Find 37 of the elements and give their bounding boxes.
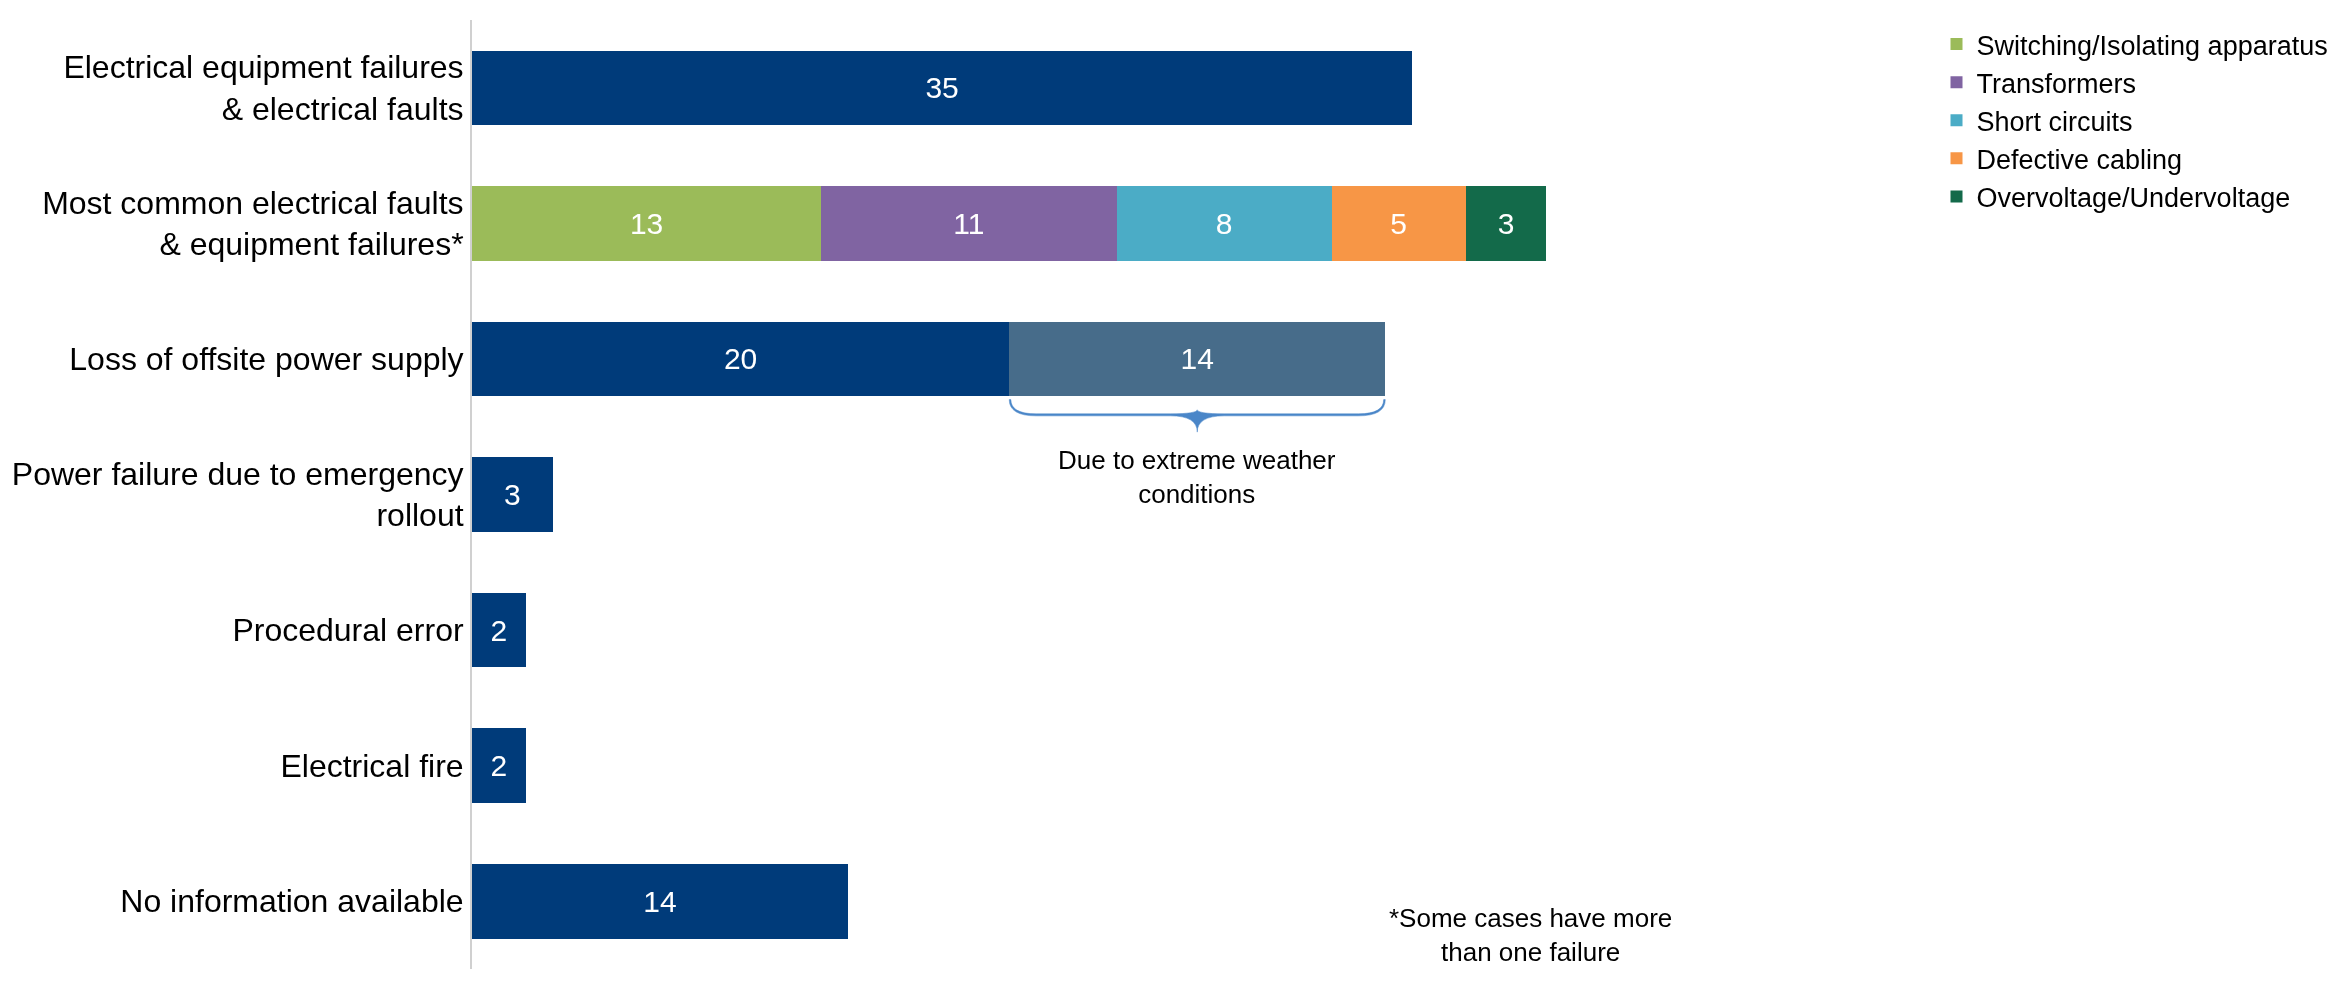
y-tick-label: Electrical fire [280, 747, 464, 784]
data-label: 13 [629, 206, 664, 240]
bar [472, 592, 526, 668]
bar [821, 186, 1117, 261]
y-tick-label: Electrical equipment failures & electrical faults [63, 49, 464, 127]
bar [472, 728, 526, 803]
y-tick-label: Most common electrical faults & equipment failures* [42, 184, 464, 263]
legend-label: Transformers [1976, 68, 2137, 99]
data-label: 14 [643, 884, 677, 918]
data-label: 2 [490, 613, 508, 647]
bar [472, 457, 553, 532]
legend-label: Switching/Isolating apparatus [1976, 30, 2328, 61]
data-label: 2 [490, 749, 508, 783]
bar [1116, 186, 1332, 261]
annotation: *Some cases have more than one failure [1389, 903, 1673, 967]
legend-label: Short circuits [1976, 106, 2133, 137]
data-label: 5 [1390, 206, 1408, 240]
y-tick-label: Loss of offsite power supply [69, 341, 464, 378]
bar [472, 863, 849, 939]
y-tick-label: No information available [120, 883, 464, 920]
data-label: 3 [503, 478, 521, 511]
data-label: 11 [953, 206, 985, 240]
bar [1331, 186, 1466, 261]
data-label: 20 [723, 342, 758, 376]
bar [1465, 186, 1547, 261]
data-label: 14 [1180, 342, 1214, 376]
bar [472, 186, 822, 261]
bar [472, 50, 1413, 126]
data-label: 35 [925, 71, 959, 105]
legend-label: Defective cabling [1976, 144, 2183, 175]
data-label: 3 [1497, 206, 1515, 240]
y-tick-label: Procedural error [232, 612, 464, 649]
annotation: Due to extreme weather conditions [1058, 445, 1336, 509]
data-label: 8 [1215, 206, 1233, 240]
y-tick-label: Power failure due to emergency rollout [11, 455, 464, 534]
bar [472, 321, 1010, 397]
legend-label: Overvoltage/Undervoltage [1976, 182, 2291, 213]
